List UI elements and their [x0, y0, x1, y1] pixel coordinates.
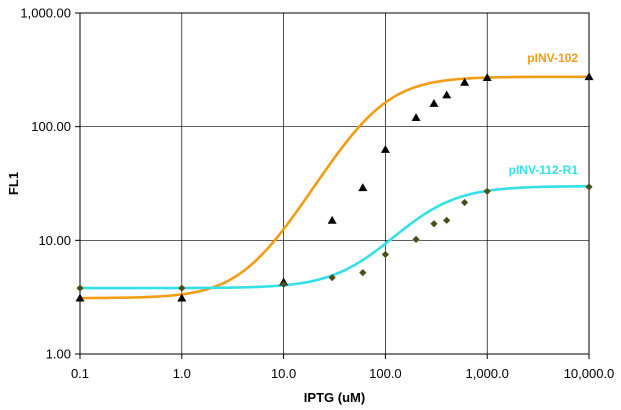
data-point-diamond [359, 269, 367, 277]
data-point-diamond [328, 274, 336, 282]
data-point-triangle [584, 72, 594, 81]
fit-curve-pINV-112-R1 [79, 184, 590, 290]
x-tick-label: 1.0 [173, 366, 191, 381]
data-point-diamond [381, 250, 389, 259]
y-axis: 1.00 10.00 100.00 1,000.00 [20, 6, 80, 362]
series-label: pINV-102 [527, 51, 578, 65]
x-tick-label: 0.1 [71, 366, 89, 381]
data-point-diamond [76, 284, 84, 292]
x-tick-label: 10.0 [271, 366, 296, 381]
data-point-diamond [412, 235, 420, 243]
x-tick-label: 10,000.0 [564, 366, 615, 381]
data-point-triangle [358, 183, 368, 192]
fit-curves [79, 75, 590, 300]
data-point-diamond [443, 216, 451, 224]
fit-curve-pINV-102 [79, 75, 589, 300]
data-point-triangle [177, 293, 187, 302]
data-point-triangle [327, 215, 337, 224]
x-tick-label: 1,000.0 [466, 366, 509, 381]
y-axis-title: FL1 [6, 172, 21, 195]
x-tick-label: 100.0 [369, 366, 402, 381]
data-point-triangle [75, 293, 85, 302]
data-point-triangle [460, 77, 470, 86]
data-point-diamond [483, 187, 491, 195]
data-point-triangle [442, 90, 452, 99]
x-axis-title: IPTG (uM) [304, 390, 365, 405]
data-points [75, 72, 594, 302]
data-point-diamond [461, 198, 469, 207]
y-tick-label: 1,000.00 [20, 6, 71, 21]
plot-area [79, 12, 590, 355]
data-point-diamond [430, 220, 438, 228]
data-point-diamond [280, 280, 288, 288]
data-point-triangle [411, 113, 421, 122]
x-axis: 0.1 1.0 10.0 100.0 1,000.0 10,000.0 [71, 354, 614, 381]
data-point-triangle [380, 144, 390, 153]
y-tick-label: 1.00 [46, 347, 71, 362]
data-point-diamond [585, 183, 593, 191]
data-point-diamond [178, 284, 186, 292]
y-tick-label: 100.00 [31, 119, 71, 134]
y-tick-label: 10.00 [38, 233, 71, 248]
series-labels: pINV-102 pINV-112-R1 [509, 51, 579, 177]
grid-lines [79, 12, 590, 355]
data-point-triangle [429, 98, 439, 107]
series-label: pINV-112-R1 [509, 163, 579, 177]
data-point-triangle [482, 73, 492, 82]
